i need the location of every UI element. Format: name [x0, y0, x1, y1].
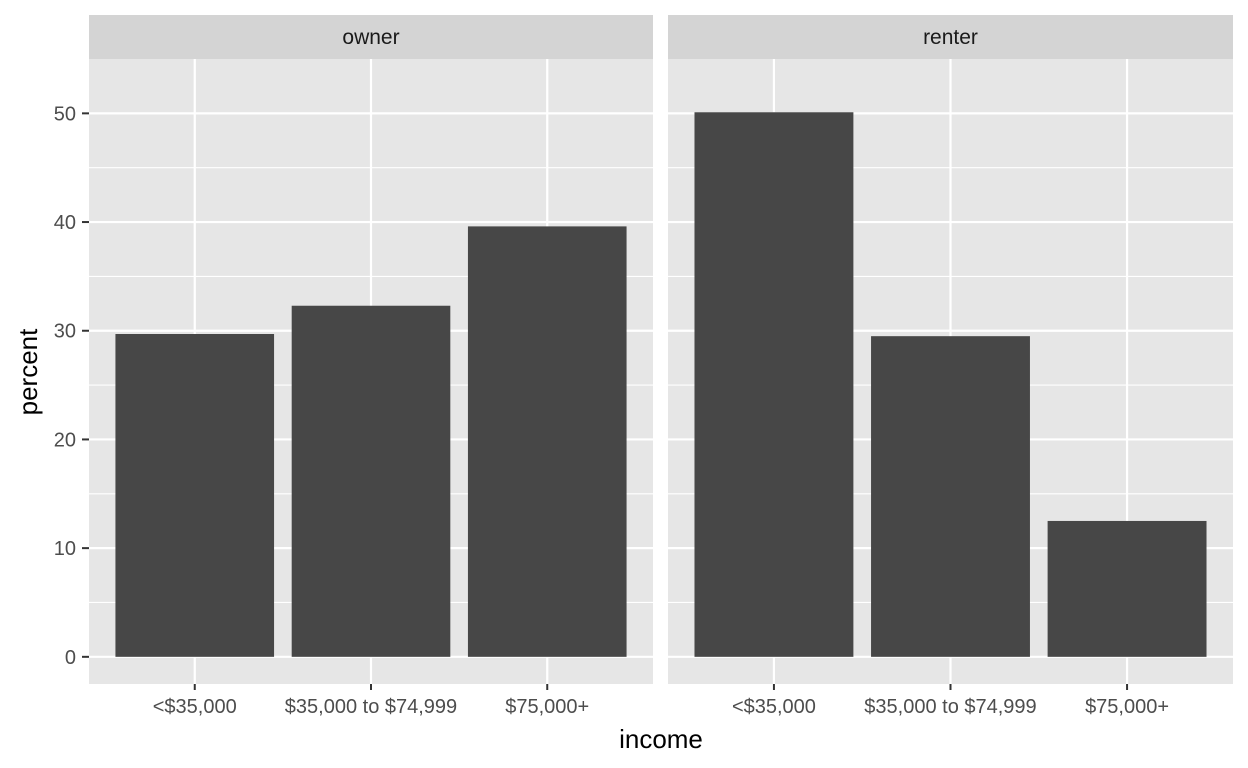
bar — [115, 334, 275, 657]
y-tick-label: 30 — [54, 321, 76, 343]
facet-strip — [668, 15, 1233, 59]
facet-strip-label: owner — [342, 26, 399, 49]
x-tick-label: $35,000 to $74,999 — [864, 696, 1036, 718]
x-tick-label: $75,000+ — [505, 696, 589, 718]
y-tick-label: 10 — [54, 538, 76, 560]
y-axis: 0 10 20 30 40 50 — [54, 103, 89, 669]
x-tick-label: <$35,000 — [732, 696, 816, 718]
x-tick-label: $75,000+ — [1085, 696, 1169, 718]
panel-renter: renter <$35,000 $35,000 to $74,999 $75,000+ — [668, 15, 1233, 718]
bar — [467, 226, 627, 657]
y-tick-label: 0 — [65, 647, 76, 669]
facet-strip-label: renter — [923, 26, 978, 49]
y-tick-label: 20 — [54, 429, 76, 451]
x-tick-label: <$35,000 — [153, 696, 237, 718]
panel-owner: owner <$35,000 $35,000 to $74,999 $75,000+ — [89, 15, 653, 718]
y-tick-label: 50 — [54, 103, 76, 125]
y-tick-label: 40 — [54, 212, 76, 234]
facet-panels: owner<$35,000 $35,000 to $74,999 $75,000+r… — [89, 15, 1233, 718]
bar — [291, 305, 451, 657]
bar — [694, 112, 854, 657]
facet-strip — [89, 15, 653, 59]
bar — [1047, 520, 1207, 657]
y-axis-title: percent — [13, 328, 43, 415]
bar — [871, 336, 1030, 657]
x-axis-title: income — [619, 724, 703, 754]
x-tick-label: $35,000 to $74,999 — [285, 696, 457, 718]
